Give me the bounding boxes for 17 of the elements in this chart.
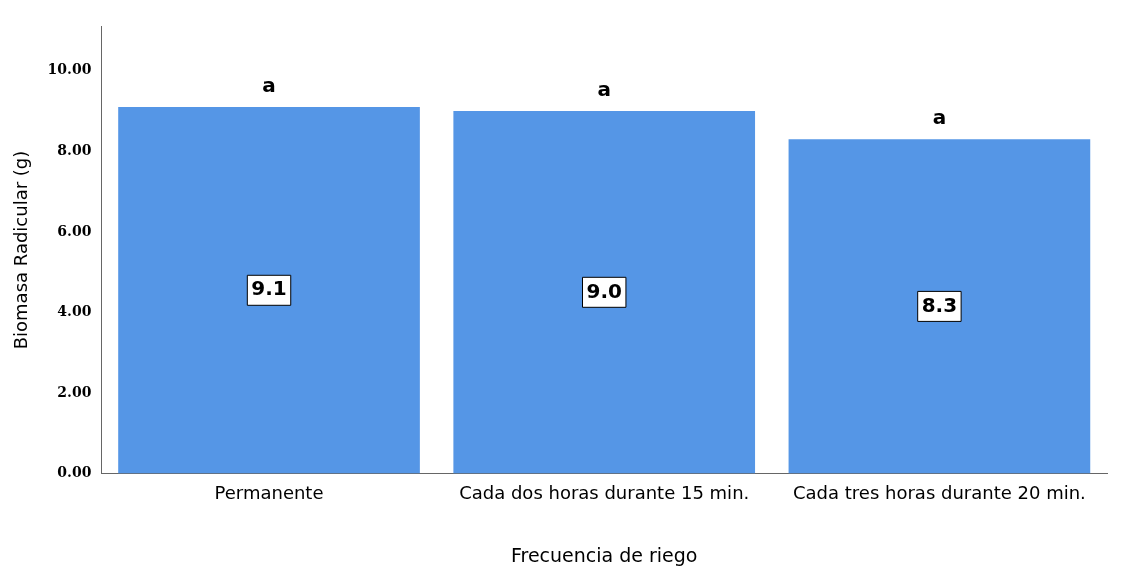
- x-tick-label: Cada dos horas durante 15 min.: [459, 482, 750, 504]
- y-tick-label: 10.00: [47, 61, 92, 78]
- data-label: 8.3: [921, 292, 958, 317]
- y-tick-label: 6.00: [57, 222, 92, 239]
- x-tick-label: Cada tres horas durante 20 min.: [793, 482, 1086, 504]
- data-label: 9.1: [251, 276, 287, 301]
- y-tick-label: 2.00: [57, 383, 92, 400]
- x-axis-title: Frecuencia de riego: [510, 543, 698, 566]
- y-tick-label: 0.00: [57, 464, 92, 481]
- y-axis-title: Biomasa Radicular (g): [10, 150, 32, 350]
- data-label: 9.0: [586, 278, 622, 303]
- annotation: a: [262, 73, 276, 98]
- y-tick-label: 4.00: [57, 303, 92, 320]
- annotation: a: [932, 105, 947, 130]
- annotation: a: [597, 77, 611, 102]
- x-tick-label: Permanente: [214, 482, 324, 504]
- y-tick-label: 8.00: [57, 141, 92, 158]
